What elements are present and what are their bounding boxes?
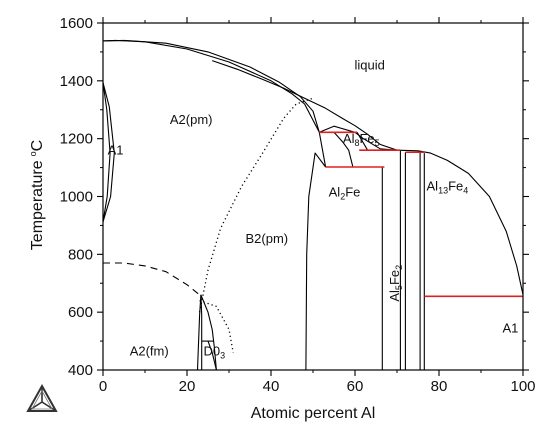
boundary-al8fe5-right — [356, 132, 369, 151]
region-label-a1-right: A1 — [502, 320, 518, 335]
axis-ticks: 0 20 40 60 80 100 400 600 800 1000 1200 1400 1600 — [60, 15, 536, 395]
boundary-b2-al2fe — [305, 152, 327, 371]
region-label-a1-left: A1 — [108, 143, 124, 158]
x-tick-label: 40 — [263, 378, 280, 395]
boundary-b2-d03-dotted — [199, 299, 234, 353]
y-tick-label: 1400 — [60, 73, 93, 90]
y-tick-label: 1000 — [60, 189, 93, 206]
boundary-d03-top — [200, 294, 217, 371]
y-axis-title: Temperature oC — [28, 140, 46, 250]
y-axis-title-unit-letter: C — [29, 140, 46, 152]
region-label-al8fe5: Al8Fe5 — [343, 131, 380, 148]
y-axis-title-unit: oC — [28, 140, 46, 157]
boundary-liquidus-upper — [212, 60, 398, 151]
boundary-d03-left-inner — [200, 294, 203, 370]
x-tick-label: 20 — [179, 378, 196, 395]
y-tick-label: 800 — [68, 246, 93, 263]
boundary-a2-solidus — [102, 39, 320, 133]
boundary-al8fe5-inner — [333, 131, 354, 168]
region-label-b2pm: B2(pm) — [245, 231, 288, 246]
y-tick-label: 400 — [68, 362, 93, 379]
boundary-curie-line — [103, 262, 200, 296]
x-tick-label: 60 — [347, 378, 364, 395]
region-labels: liquid A2(pm) A1 B2(pm) A2(fm) D03 Al8Fe5 Al2Fe… — [108, 57, 519, 360]
region-label-liquid: liquid — [355, 57, 385, 72]
y-tick-label: 600 — [68, 304, 93, 321]
y-tick-label: 1600 — [60, 15, 93, 32]
region-label-a2pm: A2(pm) — [170, 112, 213, 127]
boundary-al8fe5-left — [318, 132, 327, 168]
region-label-al13fe4: Al13Fe4 — [427, 179, 469, 196]
region-label-a2fm: A2(fm) — [130, 344, 169, 359]
x-tick-label: 0 — [99, 378, 107, 395]
y-axis-title-text: Temperature — [29, 160, 46, 250]
y-tick-label: 1200 — [60, 131, 93, 148]
boundary-d03-left — [196, 294, 202, 371]
region-label-al5fe2: Al5Fe2 — [387, 265, 404, 302]
invariant-lines — [319, 131, 523, 298]
x-tick-label: 80 — [431, 378, 448, 395]
region-label-al2fe: Al2Fe — [329, 185, 361, 202]
x-tick-label: 100 — [510, 378, 535, 395]
y-axis-title-degree: o — [28, 151, 38, 156]
triangle-logo — [26, 383, 58, 412]
boundary-a1-loop-inner — [102, 82, 111, 222]
boundary-a1-loop-outer — [102, 82, 115, 223]
x-axis-title: Atomic percent Al — [251, 405, 376, 422]
region-label-d03: D03 — [203, 344, 225, 361]
boundary-d03-right — [207, 340, 217, 371]
